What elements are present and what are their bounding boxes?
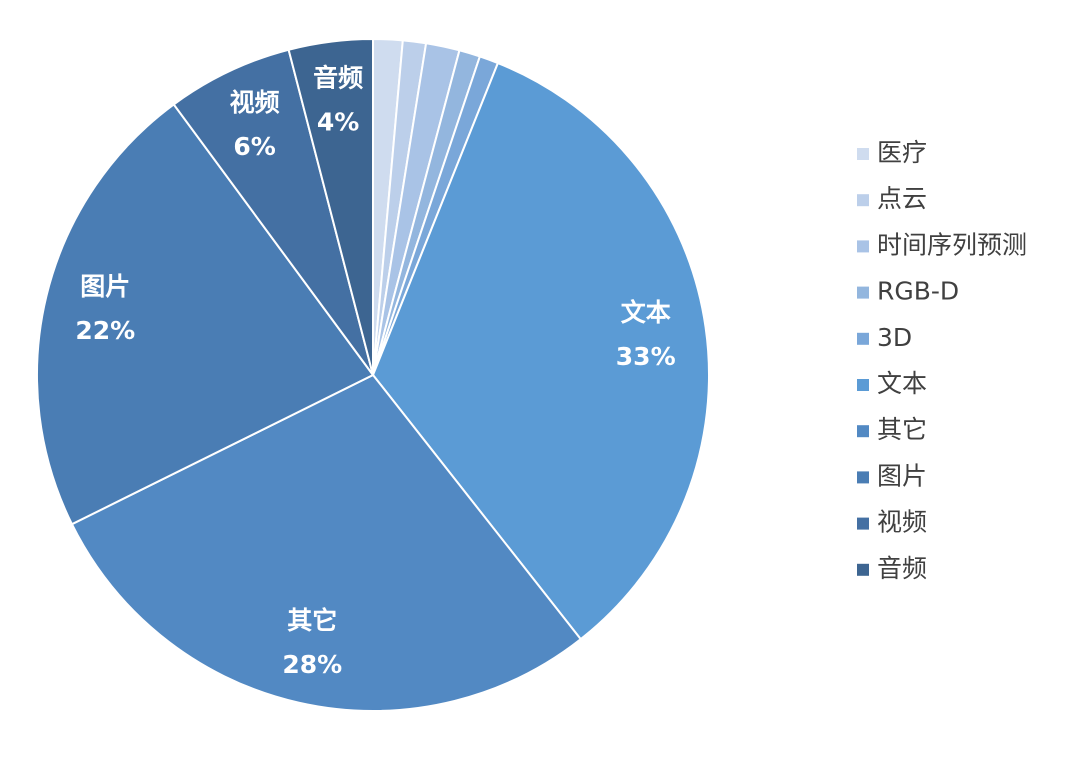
slice-value-label: 6% (233, 132, 275, 161)
legend-swatch (857, 517, 869, 530)
legend-label: 音频 (877, 554, 927, 583)
slice-value-label: 33% (616, 342, 676, 371)
legend-swatch (857, 240, 869, 253)
pie-slice (36, 103, 375, 526)
pie-slice (287, 37, 374, 376)
pie-slice (371, 61, 710, 641)
slice-value-label: 28% (282, 650, 342, 679)
legend-label: 文本 (877, 369, 927, 398)
legend-label: 医疗 (877, 138, 927, 167)
pie-slice (172, 48, 374, 376)
legend-label: 其它 (877, 415, 927, 444)
slice-name: 音频 (313, 64, 363, 93)
slice-value-label: 4% (317, 108, 359, 137)
legend-swatch (857, 379, 869, 391)
legend-label: 视频 (877, 508, 927, 537)
pie-slice (70, 373, 583, 712)
legend-swatch (857, 425, 869, 438)
slice-value-label: 22% (75, 316, 135, 345)
legend-label: 3D (877, 323, 912, 352)
slice-name: 文本 (621, 298, 671, 327)
legend-swatch (857, 563, 869, 576)
slice-name: 其它 (287, 606, 337, 635)
legend-swatch (857, 148, 869, 160)
legend-label: 时间序列预测 (877, 230, 1027, 259)
legend-label: 图片 (877, 461, 927, 490)
slice-name: 视频 (230, 88, 280, 117)
legend-swatch (857, 194, 869, 207)
legend-swatch (857, 286, 869, 299)
legend-label: RGB-D (877, 277, 959, 306)
legend-swatch (857, 332, 869, 345)
legend-swatch (857, 471, 869, 484)
legend-label: 点云 (877, 184, 927, 213)
slice-name: 图片 (80, 272, 130, 301)
